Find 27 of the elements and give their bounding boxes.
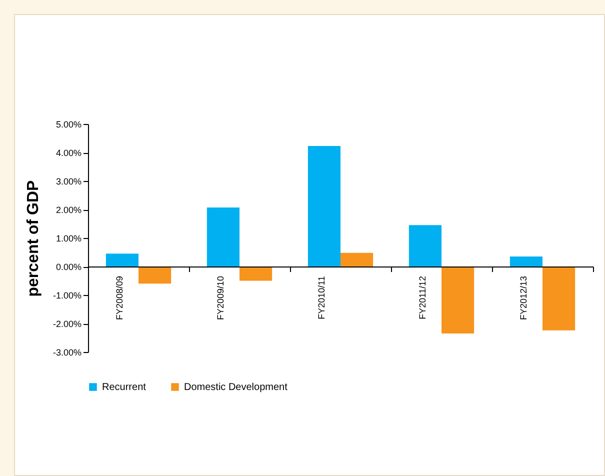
- bar: [510, 256, 542, 266]
- legend-label: Recurrent: [102, 382, 146, 393]
- x-tick-label: FY2009/10: [215, 276, 226, 320]
- y-tick-label: -2.00%: [52, 319, 82, 329]
- bar: [138, 266, 172, 284]
- bar: [240, 266, 272, 281]
- y-axis-title: percent of GDP: [24, 180, 42, 297]
- y-tick-label: 0.00%: [56, 262, 82, 272]
- x-tick-label: FY2011/12: [417, 276, 428, 320]
- x-tick-label: FY2008/09: [114, 276, 124, 320]
- y-tick-label: 5.00%: [56, 120, 82, 130]
- y-tick-label: 3.00%: [56, 176, 82, 186]
- y-tick-label: 1.00%: [56, 234, 82, 244]
- bar: [106, 254, 138, 266]
- bar: [408, 225, 442, 266]
- bar: [542, 266, 576, 330]
- x-tick-label: FY2010/11: [316, 276, 326, 320]
- bar: [442, 266, 474, 334]
- y-tick-label: -1.00%: [52, 290, 82, 300]
- legend-label: Domestic Development: [184, 382, 288, 393]
- x-tick-label: FY2012/13: [518, 276, 528, 320]
- y-tick-label: -3.00%: [52, 348, 82, 358]
- bar: [206, 208, 240, 266]
- bar: [340, 252, 374, 266]
- y-tick-label: 2.00%: [56, 205, 82, 215]
- y-tick-label: 4.00%: [56, 148, 82, 158]
- bar: [308, 146, 340, 266]
